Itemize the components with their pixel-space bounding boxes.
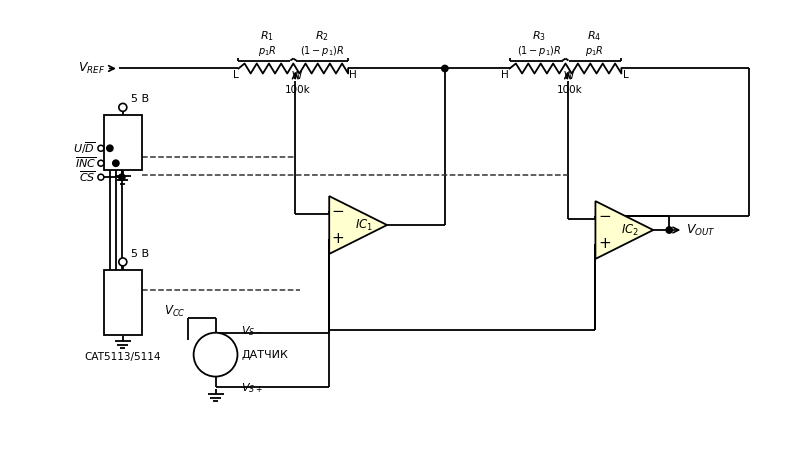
Text: $(1-p_1)R$: $(1-p_1)R$ [517, 44, 561, 57]
Circle shape [119, 103, 127, 111]
Circle shape [119, 258, 127, 266]
Text: $R_1$: $R_1$ [260, 30, 274, 44]
Text: $IC_1$: $IC_1$ [355, 218, 373, 233]
Text: −: − [332, 204, 345, 219]
Text: L: L [233, 70, 238, 80]
Text: $V_{S-}$: $V_{S-}$ [242, 324, 263, 337]
Circle shape [113, 160, 119, 166]
Bar [104, 270, 142, 335]
Text: $IC_2$: $IC_2$ [622, 222, 639, 237]
Bar [104, 115, 142, 170]
Text: 100k: 100k [557, 86, 582, 95]
Text: 5 В: 5 В [130, 94, 149, 104]
Text: $R_4$: $R_4$ [587, 30, 602, 44]
Text: W: W [563, 71, 574, 81]
Polygon shape [330, 196, 387, 254]
Circle shape [666, 227, 672, 233]
Circle shape [118, 174, 125, 180]
Text: 5 В: 5 В [130, 249, 149, 259]
Polygon shape [595, 201, 654, 259]
Circle shape [98, 160, 104, 166]
Circle shape [106, 145, 113, 151]
Text: $R_3$: $R_3$ [531, 30, 546, 44]
Text: CAT5113/5114: CAT5113/5114 [85, 352, 161, 361]
Circle shape [98, 174, 104, 180]
Text: $\overline{INC}$: $\overline{INC}$ [74, 156, 96, 171]
Text: W: W [291, 71, 302, 81]
Circle shape [98, 145, 104, 151]
Text: $(1-p_1)R$: $(1-p_1)R$ [300, 44, 344, 57]
Circle shape [442, 65, 448, 72]
Text: +: + [598, 236, 610, 251]
Text: $R_2$: $R_2$ [314, 30, 329, 44]
Text: $\overline{CS}$: $\overline{CS}$ [79, 170, 96, 185]
Text: $V_{S+}$: $V_{S+}$ [242, 382, 263, 395]
Text: $V_{OUT}$: $V_{OUT}$ [686, 222, 716, 237]
Text: $p_1R$: $p_1R$ [258, 44, 276, 57]
Text: ДАТЧИК: ДАТЧИК [242, 350, 288, 360]
Text: $V_{CC}$: $V_{CC}$ [164, 304, 186, 319]
Text: $p_1R$: $p_1R$ [585, 44, 604, 57]
Text: +: + [332, 231, 345, 246]
Text: $U/\overline{D}$: $U/\overline{D}$ [74, 141, 96, 156]
Text: L: L [623, 70, 630, 80]
Text: −: − [598, 209, 610, 224]
Circle shape [194, 333, 238, 376]
Text: H: H [501, 70, 509, 80]
Text: H: H [350, 70, 357, 80]
Text: 100k: 100k [285, 86, 310, 95]
Text: $V_{REF}$: $V_{REF}$ [78, 61, 105, 76]
